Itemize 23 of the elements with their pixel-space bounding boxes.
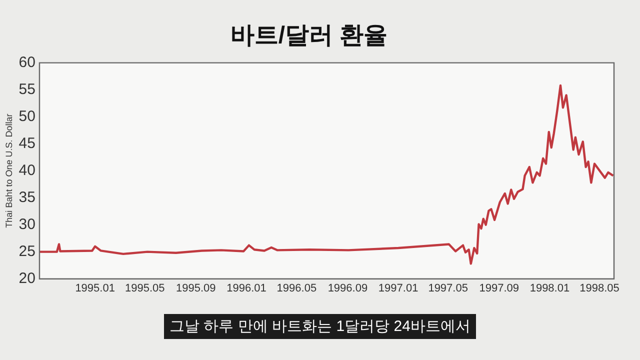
x-tick-label: 1996.09 [328, 282, 368, 294]
x-tick-label: 1995.09 [176, 282, 216, 294]
x-tick-label: 1998.01 [530, 282, 570, 294]
text: 그날 하루 만에 바트화는 1달러당 24바트에서 [164, 314, 476, 339]
x-tick-label: 1998.05 [580, 282, 620, 294]
y-tick-label: 25 [18, 242, 36, 260]
y-tick-label: 60 [18, 54, 36, 71]
x-tick-label: 1995.01 [75, 282, 115, 294]
y-tick-label: 50 [18, 108, 36, 125]
chart-title: 바트/달러 환율 [230, 22, 388, 50]
y-tick-label: 40 [18, 162, 36, 179]
x-tick-label: 1997.01 [378, 282, 418, 294]
x-tick-label: 1997.09 [479, 282, 519, 294]
y-axis-title: Thai Baht to One U.S. Dollar [4, 114, 14, 228]
y-tick-label: 20 [18, 270, 36, 287]
y-tick-label: 45 [18, 134, 36, 152]
y-tick-label: 30 [18, 216, 36, 233]
y-tick-label: 55 [18, 80, 36, 98]
x-tick-label: 1997.05 [428, 282, 468, 294]
x-tick-label: 1996.05 [276, 282, 317, 294]
y-tick-label: 35 [18, 188, 36, 206]
x-tick-label: 1996.01 [226, 282, 266, 294]
x-tick-label: 1995.05 [124, 282, 165, 294]
